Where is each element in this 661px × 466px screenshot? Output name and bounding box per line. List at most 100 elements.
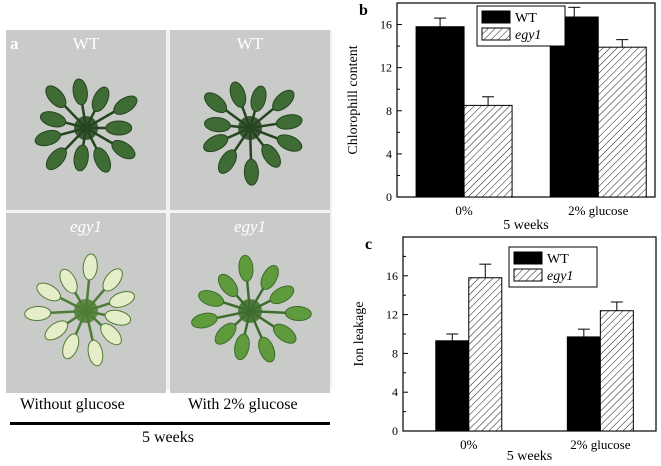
legend: WT egy1 xyxy=(508,246,598,288)
panel-letter: b xyxy=(359,2,368,19)
y-tick-label: 4 xyxy=(386,147,392,161)
plant-egy1-pale-icon xyxy=(24,253,135,367)
leaf-blade-icon xyxy=(284,305,312,322)
photo-label-wt: WT xyxy=(236,34,264,53)
leaf-blade-icon xyxy=(82,253,98,281)
leaf-icon xyxy=(72,78,88,129)
leaf-icon xyxy=(85,309,132,326)
bar-egy1-1 xyxy=(597,46,647,198)
leaf-blade-icon xyxy=(272,89,295,112)
leaf-blade-icon xyxy=(109,291,135,308)
y-tick-label: 0 xyxy=(392,424,398,438)
legend-label-WT: WT xyxy=(515,11,537,26)
leaf-blade-icon xyxy=(111,139,136,160)
photo-egy1-with-glucose: egy1 xyxy=(170,213,330,393)
leaf-blade-icon xyxy=(45,147,67,171)
y-tick-label: 8 xyxy=(386,104,392,118)
plot-frame xyxy=(396,2,656,198)
leaf-blade-icon xyxy=(104,309,132,326)
x-tick-label: 0% xyxy=(455,203,473,218)
leaf-blade-icon xyxy=(214,322,237,345)
y-axis-label: Ion leakage xyxy=(352,302,367,367)
legend: WT egy1 xyxy=(476,5,566,47)
leaf-blade-icon xyxy=(250,85,267,113)
leaf-blade-icon xyxy=(34,129,61,147)
x-tick-label: 2% glucose xyxy=(570,437,631,452)
leaf-blade-icon xyxy=(93,147,112,173)
leaf-blade-icon xyxy=(39,111,67,128)
bar-egy1-0 xyxy=(463,104,513,198)
leaf-icon xyxy=(248,310,276,363)
x-axis-label: 5 weeks xyxy=(507,449,553,464)
y-tick-label: 12 xyxy=(386,308,398,322)
y-tick-label: 12 xyxy=(380,61,392,75)
leaf-blade-icon xyxy=(24,305,52,321)
leaf-blade-icon xyxy=(204,117,231,133)
leaf-icon xyxy=(214,310,251,345)
leaf-blade-icon xyxy=(204,92,228,114)
bar-egy1-1 xyxy=(599,310,634,432)
condition-label-without-glucose: Without glucose xyxy=(20,396,125,413)
x-axis-label: 5 weeks xyxy=(503,218,549,233)
x-tick-label: 2% glucose xyxy=(568,203,629,218)
leaf-blade-icon xyxy=(238,254,254,282)
bar-WT-0 xyxy=(415,26,465,198)
photo-wt-with-glucose: WT xyxy=(170,30,330,210)
leaf-blade-icon xyxy=(62,333,80,360)
leaf-blade-icon xyxy=(261,143,281,168)
leaf-blade-icon xyxy=(91,86,110,112)
leaf-blade-icon xyxy=(44,320,69,341)
plant-wt-icon xyxy=(34,78,138,173)
leaf-blade-icon xyxy=(87,339,104,367)
divider-line xyxy=(10,422,330,425)
legend-swatch-WT xyxy=(481,10,511,24)
bar-WT-0 xyxy=(435,340,470,432)
plant-egy1-glucose-icon xyxy=(191,254,312,363)
leaf-blade-icon xyxy=(191,312,218,329)
leaf-blade-icon xyxy=(229,81,247,108)
leaf-blade-icon xyxy=(258,336,276,363)
legend-swatch-egy1 xyxy=(481,27,511,41)
panel-letter-a: a xyxy=(10,34,19,53)
condition-label-with-glucose: With 2% glucose xyxy=(188,396,298,413)
leaf-blade-icon xyxy=(72,78,88,106)
leaf-blade-icon xyxy=(276,134,303,152)
leaf-blade-icon xyxy=(269,285,295,305)
leaf-blade-icon xyxy=(260,265,279,290)
bar-egy1-0 xyxy=(468,277,503,432)
leaf-blade-icon xyxy=(36,282,61,302)
bar-WT-1 xyxy=(549,16,599,198)
y-tick-label: 16 xyxy=(386,269,398,283)
leaf-blade-icon xyxy=(113,95,138,115)
x-tick-label: 0% xyxy=(460,437,478,452)
photo-egy1-without-glucose: egy1 xyxy=(6,213,166,393)
leaf-blade-icon xyxy=(105,120,133,136)
panel-letter: c xyxy=(365,236,372,253)
photo-wt-without-glucose: WT xyxy=(6,30,166,210)
rosette-center-icon xyxy=(238,299,262,323)
leaf-blade-icon xyxy=(203,134,229,153)
legend-label-egy1: egy1 xyxy=(547,269,573,284)
leaf-blade-icon xyxy=(275,114,303,130)
photo-label-egy1: egy1 xyxy=(233,217,267,236)
photo-label-wt: WT xyxy=(72,34,100,53)
leaf-icon xyxy=(238,254,254,312)
leaf-blade-icon xyxy=(59,268,78,294)
leaf-blade-icon xyxy=(45,85,67,109)
y-tick-label: 4 xyxy=(392,385,398,399)
rosette-center-icon xyxy=(74,299,98,323)
y-tick-label: 16 xyxy=(380,18,392,32)
leaf-blade-icon xyxy=(217,149,237,174)
legend-swatch-WT xyxy=(513,251,543,265)
leaf-blade-icon xyxy=(272,323,297,344)
leaf-blade-icon xyxy=(198,290,225,307)
leaf-blade-icon xyxy=(100,323,122,346)
legend-label-WT: WT xyxy=(547,252,569,267)
leaf-blade-icon xyxy=(243,158,259,186)
leaf-blade-icon xyxy=(234,333,250,361)
plant-wt-icon xyxy=(203,81,303,186)
y-tick-label: 0 xyxy=(386,190,392,204)
bar-WT-1 xyxy=(566,336,601,432)
